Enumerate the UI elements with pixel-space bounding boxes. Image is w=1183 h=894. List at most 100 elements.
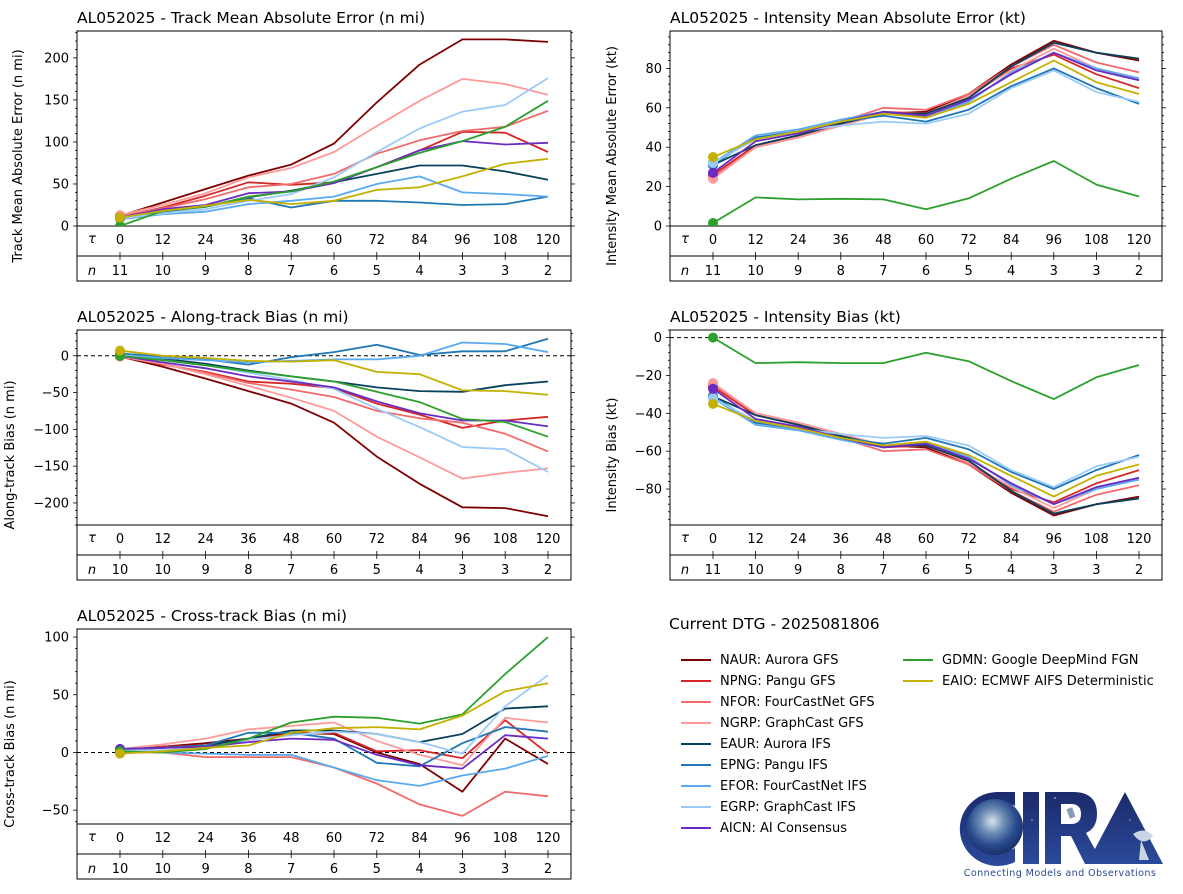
tau-symbol: τ: [681, 232, 689, 247]
legend-label: EFOR: FourCastNet IFS: [720, 779, 867, 794]
series-line-npng: [119, 355, 549, 429]
sample-count-label: 10: [112, 862, 129, 877]
x-tick-label: 60: [326, 532, 343, 547]
legend-label: NFOR: FourCastNet GFS: [720, 695, 875, 710]
sample-count-label: 9: [794, 264, 802, 279]
sample-count-label: 6: [922, 264, 930, 279]
legend-label: EGRP: GraphCast IFS: [720, 800, 856, 815]
y-tick-label: −200: [33, 496, 69, 511]
y-tick-label: 40: [645, 141, 662, 156]
sample-count-label: 5: [373, 264, 381, 279]
chart-title: AL052025 - Intensity Bias (kt): [670, 308, 901, 326]
y-tick-label: −20: [635, 369, 662, 384]
y-tick-label: 0: [61, 220, 69, 235]
series-line-aicn: [119, 734, 549, 770]
legend-swatch: [681, 700, 711, 703]
x-tick-label: 12: [155, 233, 172, 248]
sample-count-label: 2: [544, 264, 552, 279]
series-marker-eaio: [115, 748, 125, 759]
tau-symbol: τ: [88, 531, 96, 546]
legend-label: NGRP: GraphCast GFS: [720, 716, 864, 731]
series-line-aicn: [712, 387, 1140, 506]
x-tick-label: 48: [875, 532, 892, 547]
sample-count-label: 10: [155, 563, 172, 578]
y-axis-label: Intensity Bias (kt): [605, 398, 620, 513]
sample-count-label: 6: [330, 862, 338, 877]
x-tick-label: 120: [1127, 532, 1152, 547]
chart-intensity-bias: AL052025 - Intensity Bias (kt) Intensity …: [605, 308, 1166, 581]
series-line-gdmn: [712, 336, 1140, 401]
series-line-naur: [119, 38, 549, 217]
legend-item-ngrp: NGRP: GraphCast GFS: [669, 715, 864, 733]
chart-title: AL052025 - Cross-track Bias (n mi): [77, 607, 347, 625]
series-marker-aicn: [708, 167, 718, 178]
n-symbol: n: [88, 563, 96, 578]
y-axis-label: Track Mean Absolute Error (n mi): [11, 49, 26, 263]
series-line-efor: [712, 51, 1140, 164]
plot-frame: [76, 628, 572, 880]
series-group: [115, 337, 549, 518]
y-tick-label: −60: [635, 445, 662, 460]
series-line-gdmn: [119, 354, 549, 438]
series-marker-eaio: [115, 212, 125, 223]
chart-title: AL052025 - Along-track Bias (n mi): [77, 308, 349, 326]
legend-label: NPNG: Pangu GFS: [720, 674, 836, 689]
y-tick-label: −50: [42, 386, 69, 401]
series-line-efor: [712, 397, 1140, 506]
x-tick-label: 0: [116, 233, 124, 248]
y-tick-label: −50: [42, 804, 69, 819]
legend-swatch: [681, 763, 711, 766]
sample-count-label: 8: [244, 264, 252, 279]
series-line-npng: [712, 53, 1140, 176]
x-tick-label: 108: [493, 233, 518, 248]
sample-count-label: 2: [1135, 264, 1143, 279]
logo-letter-r: [1045, 792, 1103, 864]
x-tick-label: 108: [1084, 532, 1109, 547]
x-tick-label: 96: [454, 831, 471, 846]
sample-count-label: 11: [705, 264, 722, 279]
y-tick-label: 0: [654, 220, 662, 235]
legend-label: EPNG: Pangu IFS: [720, 758, 828, 773]
sample-count-label: 4: [415, 563, 423, 578]
legend-item-egrp: EGRP: GraphCast IFS: [669, 799, 856, 817]
x-tick-label: 24: [197, 532, 214, 547]
tau-symbol: τ: [88, 232, 96, 247]
series-line-aicn: [119, 140, 549, 219]
legend-item-naur: NAUR: Aurora GFS: [669, 652, 838, 670]
chart-intensity-mae: AL052025 - Intensity Mean Absolute Error…: [605, 9, 1166, 282]
y-tick-label: 60: [645, 101, 662, 116]
x-tick-label: 12: [747, 532, 764, 547]
x-tick-label: 72: [369, 532, 386, 547]
legend-swatch: [681, 721, 711, 724]
x-tick-label: 36: [833, 532, 850, 547]
chart-cross-track-bias: AL052025 - Cross-track Bias (n mi) Cross-…: [3, 607, 575, 880]
sample-count-label: 4: [415, 264, 423, 279]
series-marker-eaio: [708, 398, 718, 409]
sample-count-label: 10: [747, 563, 764, 578]
x-tick-label: 84: [411, 233, 428, 248]
x-tick-label: 108: [493, 532, 518, 547]
x-tick-label: 0: [709, 532, 717, 547]
legend-item-eaur: EAUR: Aurora IFS: [669, 736, 831, 754]
chart-along-track-bias: AL052025 - Along-track Bias (n mi) Along-…: [3, 308, 575, 581]
legend-swatch: [681, 742, 711, 745]
tau-symbol: τ: [88, 830, 96, 845]
x-tick-label: 36: [240, 532, 257, 547]
sample-count-label: 8: [837, 264, 845, 279]
chart-title: AL052025 - Track Mean Absolute Error (n …: [77, 9, 425, 27]
legend-label: AICN: AI Consensus: [720, 821, 847, 836]
plot-frame: [76, 329, 572, 581]
series-line-epng: [119, 337, 549, 366]
x-tick-label: 0: [116, 831, 124, 846]
x-tick-label: 60: [918, 233, 935, 248]
sample-count-label: 9: [794, 563, 802, 578]
sample-count-label: 3: [501, 862, 509, 877]
x-tick-label: 96: [454, 532, 471, 547]
series-line-aicn: [712, 51, 1140, 174]
sample-count-label: 7: [287, 264, 295, 279]
series-marker-gdmn: [708, 332, 718, 343]
x-tick-label: 12: [155, 532, 172, 547]
series-line-gdmn: [712, 160, 1140, 224]
x-tick-label: 60: [326, 831, 343, 846]
